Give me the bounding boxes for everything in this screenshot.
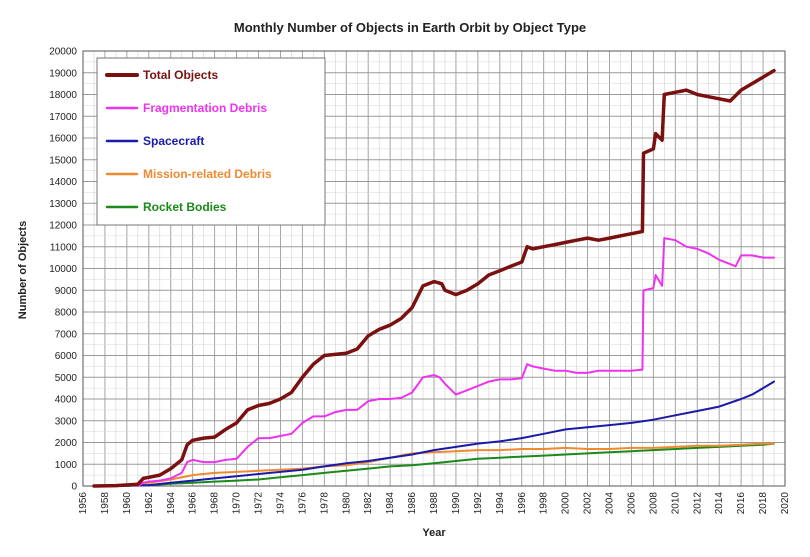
x-tick-label: 2008 — [648, 492, 659, 515]
x-tick-label: 2020 — [780, 492, 791, 515]
chart-title: Monthly Number of Objects in Earth Orbit… — [234, 20, 586, 35]
y-tick-label: 0 — [71, 482, 77, 493]
x-tick-label: 2002 — [583, 492, 594, 515]
y-tick-label: 20000 — [49, 47, 77, 58]
y-tick-label: 17000 — [49, 112, 77, 123]
x-tick-label: 1968 — [210, 492, 221, 515]
x-tick-label: 1986 — [407, 492, 418, 515]
x-tick-label: 2018 — [758, 492, 769, 515]
legend-label: Total Objects — [143, 68, 218, 82]
x-tick-label: 1990 — [451, 492, 462, 515]
y-tick-label: 9000 — [55, 286, 78, 297]
y-tick-label: 5000 — [55, 373, 78, 384]
axes: 0 1000 2000 3000 4000 5000 6000 7000 8000 9000 100… — [49, 47, 791, 515]
y-tick-label: 12000 — [49, 221, 77, 232]
x-tick-label: 2010 — [670, 492, 681, 515]
y-tick-label: 3000 — [55, 416, 78, 427]
legend-label: Rocket Bodies — [143, 200, 227, 214]
series-line-total-objects — [92, 68, 776, 488]
x-tick-label: 1972 — [254, 492, 265, 515]
x-tick-label: 1996 — [517, 492, 528, 515]
x-tick-label: 1988 — [429, 492, 440, 515]
y-tick-label: 10000 — [49, 264, 77, 275]
x-tick-label: 2004 — [605, 492, 616, 515]
y-tick-label: 7000 — [55, 329, 78, 340]
x-tick-label: 1956 — [78, 492, 89, 515]
legend-label: Fragmentation Debris — [143, 101, 267, 115]
y-tick-label: 1000 — [55, 460, 78, 471]
plot-frame — [82, 50, 786, 487]
y-tick-label: 11000 — [50, 242, 78, 253]
legend-label: Spacecraft — [143, 134, 204, 148]
x-tick-label: 2014 — [714, 492, 725, 515]
x-tick-label: 1984 — [385, 492, 396, 515]
y-tick-label: 19000 — [49, 68, 77, 79]
series-line-fragmentation-debris — [136, 237, 775, 487]
x-tick-label: 1992 — [473, 492, 484, 515]
x-axis-label: Year — [422, 527, 446, 539]
x-tick-label: 2016 — [736, 492, 747, 515]
y-tick-label: 2000 — [55, 438, 78, 449]
x-tick-label: 1976 — [297, 492, 308, 515]
y-tick-label: 16000 — [49, 134, 77, 145]
x-tick-label: 1980 — [341, 492, 352, 515]
series-group — [92, 68, 776, 488]
series-line-spacecraft — [93, 380, 775, 487]
legend: Total Objects Fragmentation Debris Spacecr… — [96, 57, 326, 226]
x-tick-label: 1982 — [363, 492, 374, 515]
x-tick-label: 1964 — [166, 492, 177, 515]
y-tick-label: 8000 — [55, 308, 78, 319]
x-tick-label: 1966 — [188, 492, 199, 515]
y-axis-label: Number of Objects — [17, 221, 29, 319]
legend-label: Mission-related Debris — [143, 167, 272, 181]
y-tick-label: 15000 — [49, 155, 77, 166]
series-line-rocket-bodies — [93, 442, 775, 487]
x-tick-label: 1974 — [275, 492, 286, 515]
x-tick-label: 1978 — [319, 492, 330, 515]
x-tick-label: 2000 — [561, 492, 572, 515]
x-tick-label: 2012 — [692, 492, 703, 515]
x-tick-label: 2006 — [626, 492, 637, 515]
x-tick-label: 1960 — [122, 492, 133, 515]
x-tick-label: 1958 — [100, 492, 111, 515]
x-tick-label: 1998 — [539, 492, 550, 515]
x-tick-label: 1970 — [232, 492, 243, 515]
y-tick-label: 4000 — [55, 395, 78, 406]
y-tick-label: 18000 — [49, 90, 77, 101]
y-tick-label: 6000 — [55, 351, 78, 362]
series-line-mission-related-debris — [93, 442, 775, 487]
y-tick-label: 14000 — [49, 177, 77, 188]
x-tick-label: 1962 — [144, 492, 155, 515]
x-tick-label: 1994 — [495, 492, 506, 515]
y-tick-label: 13000 — [49, 199, 77, 210]
